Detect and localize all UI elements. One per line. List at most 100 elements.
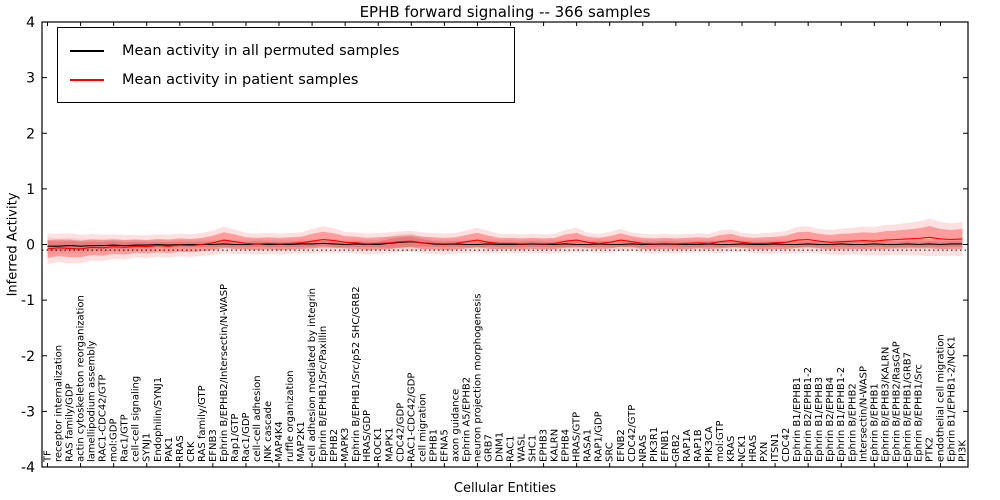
x-tick-label: Rac1/GTP <box>120 414 131 462</box>
x-tick-label: HRAS/GTP <box>572 412 583 462</box>
x-tick-label: lamellipodium assembly <box>87 340 98 462</box>
x-tick-label: Ephrin B2/EPHB4 <box>825 377 836 462</box>
x-tick-label: SHC1 <box>528 435 539 462</box>
legend-line-swatch-black <box>70 49 104 52</box>
x-tick-label: ROCK1 <box>373 427 384 462</box>
x-tick-label: EPHB2 <box>329 429 340 462</box>
x-tick-label: Ephrin B1/EPHB1 <box>792 377 803 462</box>
x-tick-label: neuron projection morphogenesis <box>472 294 483 462</box>
legend-label: Mean activity in patient samples <box>122 71 359 88</box>
x-tick-label: RAP1A <box>682 429 693 462</box>
x-tick-label: EPHB1 <box>428 429 439 462</box>
y-tick-label: 3 <box>26 71 35 87</box>
x-tick-label: RASA1 <box>583 429 594 462</box>
x-tick-label: CDC42/GDP <box>395 403 406 462</box>
band-patient <box>47 218 963 265</box>
x-tick-label: cell adhesion mediated by integrin <box>307 288 318 462</box>
legend-entry-permuted: Mean activity in all permuted samples <box>70 36 504 65</box>
x-tick-labels: TF receptor internalization RAS family/GDP… <box>43 284 969 463</box>
x-tick-label: RAP1B <box>693 429 704 462</box>
x-tick-label: EFNB1 <box>660 429 671 462</box>
x-tick-label: axon guidance <box>450 389 461 462</box>
x-tick-label: Ephrin B/EPHB1 <box>869 383 880 462</box>
x-tick-label: Ephrin B/EPHB1/Src/p52 SHC/GRB2 <box>351 286 362 462</box>
x-tick-label: Rap1/GTP <box>230 414 241 462</box>
y-tick-label: -2 <box>21 349 35 365</box>
y-ticks <box>42 21 968 468</box>
x-tick-label: Ephrin B/EPHB2/RasGAP <box>891 341 902 462</box>
x-tick-label: RRAS <box>175 435 186 462</box>
band-permuted <box>47 236 963 252</box>
x-tick-label: Ephrin B/EPHB2 <box>847 383 858 462</box>
x-tick-label: GRB2 <box>671 434 682 462</box>
x-tick-label: Ephrin B/EPHB3/KALRN <box>880 347 891 462</box>
x-tick-label: receptor internalization <box>54 345 65 462</box>
y-tick-label: -4 <box>21 460 35 476</box>
x-ticks <box>47 22 941 467</box>
x-tick-label: EPHB4 <box>561 429 572 462</box>
x-tick-label: CDC42/GTP <box>627 405 638 462</box>
x-tick-label: SRC <box>605 442 616 462</box>
x-tick-label: MAP2K1 <box>296 421 307 462</box>
y-tick-label: -1 <box>21 293 35 309</box>
y-tick-label: 1 <box>26 182 35 198</box>
x-tick-label: Ephrin B/EPHB1/Src/Paxillin <box>318 326 329 462</box>
x-tick-label: EFNB2 <box>616 429 627 462</box>
x-tick-label: ruffle organization <box>285 370 296 462</box>
x-tick-label: MAPK3 <box>340 428 351 462</box>
x-tick-label: Endophilin/SYNJ1 <box>153 377 164 462</box>
x-tick-label: RAP1/GDP <box>594 411 605 462</box>
y-tick-labels: -4 -3 -2 -1 0 1 2 3 4 <box>21 15 35 476</box>
x-tick-label: Ephrin B2/EPHB1-2 <box>803 367 814 462</box>
x-tick-label: SYNJ1 <box>142 433 153 462</box>
x-tick-label: PAK1 <box>164 437 175 462</box>
x-tick-label: PIK3R1 <box>649 427 660 462</box>
band-patient <box>47 226 963 258</box>
x-tick-label: RAS family/GDP <box>65 383 76 462</box>
x-tick-label: actin cytoskeleton reorganization <box>76 295 87 462</box>
x-tick-label: mol:GDP <box>109 419 120 463</box>
x-tick-label: RAC1-CDC42/GTP <box>98 375 109 462</box>
x-tick-label: Ephrin B1/EPHB1-2/NCK1 <box>946 336 957 462</box>
x-tick-label: RAC1 <box>506 435 517 462</box>
x-tick-label: cell migration <box>417 393 428 462</box>
legend: Mean activity in all permuted samples Me… <box>57 27 515 103</box>
legend-label: Mean activity in all permuted samples <box>122 42 400 59</box>
x-tick-label: GRB7 <box>483 434 494 462</box>
x-tick-label: CRK <box>186 441 197 462</box>
legend-entry-patient: Mean activity in patient samples <box>70 65 504 94</box>
x-tick-label: DNM1 <box>494 432 505 462</box>
x-tick-label: PTK2 <box>924 437 935 462</box>
x-tick-label: EFNA5 <box>439 429 450 462</box>
x-tick-label: WASL <box>517 433 528 462</box>
x-tick-label: KRAS <box>726 436 737 462</box>
x-tick-label: CDC42 <box>781 428 792 462</box>
band-permuted <box>47 233 963 255</box>
x-tick-label: EPHB3 <box>539 429 550 462</box>
x-tick-label: PXN <box>759 442 770 462</box>
x-tick-label: RAS family/GTP <box>197 385 208 462</box>
x-axis-label: Cellular Entities <box>453 481 557 496</box>
x-tick-label: PI3K <box>957 440 968 462</box>
y-tick-label: 2 <box>26 126 35 142</box>
x-tick-label: mol:GTP <box>715 420 726 462</box>
x-tick-label: Intersectin/N-WASP <box>858 366 869 462</box>
x-tick-label: cell-cell adhesion <box>252 375 263 462</box>
y-axis-label: Inferred Activity <box>5 192 21 297</box>
x-tick-label: TF <box>43 450 54 463</box>
x-tick-label: Ephrin B/EPHB2/Intersectin/N-WASP <box>219 284 230 462</box>
x-tick-label: Ephrin A5/EPHB2 <box>461 377 472 462</box>
chart-title: EPHB forward signaling -- 366 samples <box>359 3 651 21</box>
x-tick-label: JNK cascade <box>263 401 274 463</box>
x-tick-label: MAPK1 <box>384 428 395 462</box>
legend-line-swatch-red <box>70 78 104 81</box>
line-patient <box>47 236 963 250</box>
x-tick-label: ITSN1 <box>770 433 781 462</box>
x-tick-label: Rac1/GDP <box>241 412 252 462</box>
x-tick-label: HRAS/GDP <box>362 410 373 462</box>
y-tick-label: 4 <box>26 15 35 31</box>
x-tick-label: Ephrin B1/EPHB1-2 <box>836 367 847 462</box>
x-tick-label: endothelial cell migration <box>935 334 946 462</box>
x-tick-label: RAC1-CDC42/GDP <box>406 373 417 462</box>
